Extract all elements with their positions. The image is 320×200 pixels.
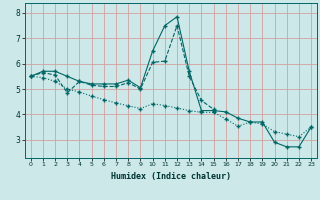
X-axis label: Humidex (Indice chaleur): Humidex (Indice chaleur) bbox=[111, 172, 231, 181]
